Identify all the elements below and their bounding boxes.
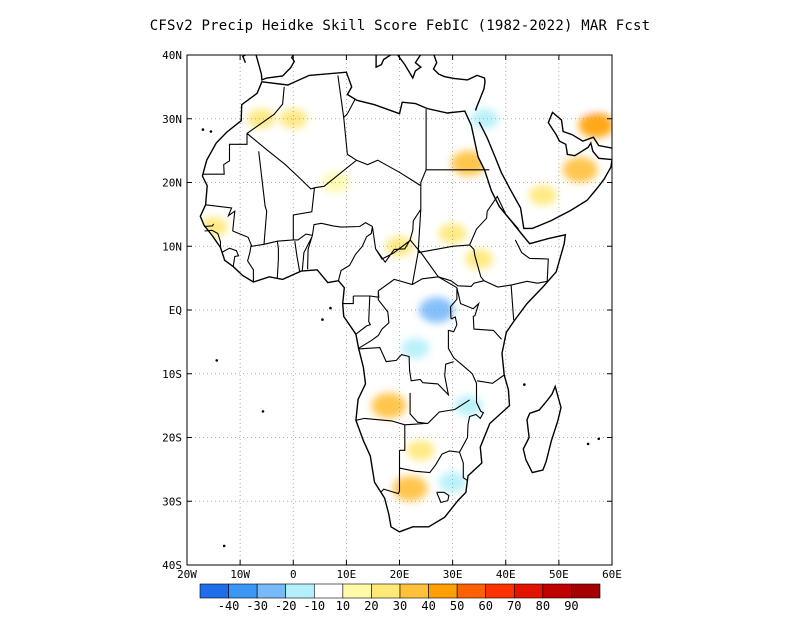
skill-patch-7: [465, 248, 494, 270]
lat-tick-label: 10N: [162, 240, 182, 253]
colorbar-swatch-10: [485, 583, 515, 599]
lat-tick-label: EQ: [169, 304, 182, 317]
lon-tick-label: 10W: [230, 568, 250, 581]
colorbar-swatch-8: [428, 583, 458, 599]
europe-coastline: [241, 55, 486, 111]
lon-tick-label: 50E: [549, 568, 569, 581]
africa-coastline: [199, 71, 567, 533]
colorbar-label: -10: [303, 599, 325, 613]
arabia-coastline: [478, 111, 612, 230]
island-marker: [167, 213, 170, 216]
island-marker: [209, 130, 213, 133]
island-marker: [222, 544, 226, 548]
madagascar-coastline: [522, 384, 562, 474]
lon-tick-label: 20E: [390, 568, 410, 581]
colorbar-label: 40: [421, 599, 435, 613]
skill-patch-21: [454, 395, 483, 416]
skill-patch-13: [406, 440, 435, 461]
island-marker: [321, 318, 324, 321]
island-marker: [215, 359, 219, 362]
skill-patch-6: [438, 223, 467, 244]
colorbar-label: -30: [246, 599, 268, 613]
skill-patch-2: [528, 185, 557, 206]
country-borders: [202, 75, 549, 504]
skill-patch-11: [371, 392, 407, 419]
lat-tick-label: 30S: [162, 495, 182, 508]
island-marker: [586, 442, 590, 446]
skill-patch-22: [438, 471, 467, 493]
lon-tick-label: 40E: [496, 568, 516, 581]
colorbar-label: -40: [218, 599, 240, 613]
colorbar-label: 50: [450, 599, 464, 613]
colorbar-label: 10: [336, 599, 350, 613]
lat-tick-label: 20S: [162, 432, 182, 445]
skill-patch-12: [392, 475, 428, 502]
coastlines: [163, 55, 612, 548]
skill-patch-24: [385, 267, 414, 289]
skill-patch-15: [470, 108, 499, 129]
lon-tick-label: 60E: [602, 568, 622, 581]
axis-ticks: 20W 10W 0 10E 20E 30E 40E 50E 60E 40N 30N 20N 10N EQ 1…: [162, 49, 622, 581]
island-marker: [163, 204, 166, 207]
lon-tick-label: 30E: [443, 568, 463, 581]
colorbar-swatch-13: [571, 583, 601, 599]
island-marker: [523, 383, 526, 386]
colorbar-swatch-3: [285, 583, 315, 599]
colorbar-label: 90: [564, 599, 578, 613]
lat-tick-label: 40N: [162, 49, 182, 62]
lon-tick-label: 20W: [177, 568, 197, 581]
skill-patch-20: [401, 338, 430, 359]
lat-tick-label: 20N: [162, 177, 182, 190]
lon-tick-label: 0: [290, 568, 297, 581]
skill-patch-16: [571, 89, 600, 110]
colorbar-label: 60: [478, 599, 492, 613]
colorbar-swatch-2: [256, 583, 287, 599]
island-marker: [201, 128, 205, 131]
skill-patch-19: [419, 297, 455, 323]
skill-patch-1: [562, 157, 598, 183]
skill-patch-17: [263, 127, 292, 149]
colorbar-swatch-4: [313, 583, 344, 599]
colorbar-swatch-5: [342, 583, 372, 599]
colorbar-label: -20: [275, 599, 297, 613]
island-marker: [329, 306, 332, 310]
island-marker: [597, 437, 601, 441]
colorbar-swatch-12: [542, 583, 572, 599]
lat-tick-label: 30N: [162, 113, 182, 126]
skill-patch-3: [279, 108, 308, 129]
colorbar-label: 30: [393, 599, 407, 613]
colorbar-swatch-6: [371, 583, 401, 599]
colorbar-swatch-11: [513, 583, 544, 599]
colorbar: -40 -30 -20 -10 10 20 30 40 50 60 70 80 90: [199, 583, 601, 613]
colorbar-swatch-9: [456, 583, 487, 599]
skill-patch-4: [247, 108, 276, 129]
island-marker: [261, 410, 265, 413]
colorbar-swatch-1: [228, 583, 258, 599]
colorbar-swatch-7: [399, 583, 429, 599]
colorbar-label: 70: [507, 599, 521, 613]
skill-patch-0: [578, 112, 612, 138]
lon-tick-label: 10E: [336, 568, 356, 581]
colorbar-swatch-0: [199, 583, 229, 599]
colorbar-label: 80: [536, 599, 550, 613]
lat-tick-label: 40S: [162, 559, 182, 572]
chart-title: CFSv2 Precip Heidke Skill Score FebIC (1…: [149, 18, 651, 34]
lat-tick-label: 10S: [162, 368, 182, 381]
colorbar-label: 20: [364, 599, 378, 613]
